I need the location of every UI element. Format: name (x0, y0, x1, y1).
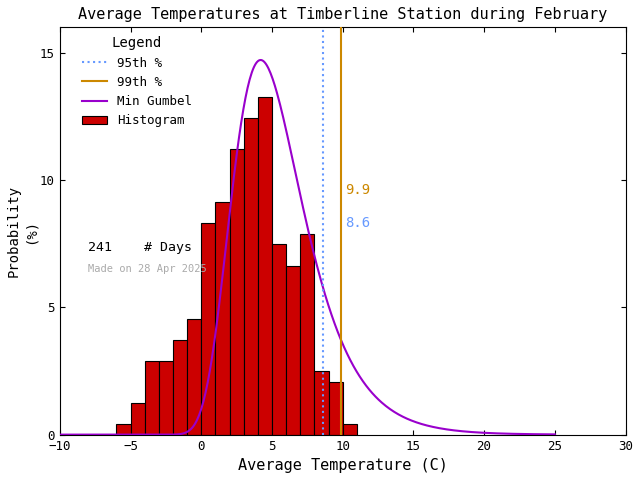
Text: Made on 28 Apr 2025: Made on 28 Apr 2025 (88, 264, 207, 274)
Bar (342, 424, 357, 434)
Bar (258, 96, 272, 434)
Legend: 95th %, 99th %, Min Gumbel, Histogram: 95th %, 99th %, Min Gumbel, Histogram (77, 31, 196, 132)
Bar (173, 340, 187, 434)
Bar (230, 149, 244, 434)
Bar (187, 319, 201, 434)
Bar (201, 223, 216, 434)
Bar (131, 403, 145, 434)
X-axis label: Average Temperature (C): Average Temperature (C) (237, 458, 447, 473)
Bar (216, 202, 230, 434)
Bar (272, 244, 286, 434)
Title: Average Temperatures at Timberline Station during February: Average Temperatures at Timberline Stati… (78, 7, 607, 22)
Bar (328, 382, 342, 434)
Bar (286, 265, 300, 434)
Bar (314, 371, 328, 434)
Text: 9.9: 9.9 (345, 183, 370, 197)
Bar (300, 234, 314, 434)
Text: 8.6: 8.6 (345, 216, 370, 230)
Text: 241    # Days: 241 # Days (88, 241, 192, 254)
Bar (159, 361, 173, 434)
Y-axis label: Probability
(%): Probability (%) (7, 185, 37, 277)
Bar (244, 118, 258, 434)
Bar (145, 361, 159, 434)
Bar (116, 424, 131, 434)
